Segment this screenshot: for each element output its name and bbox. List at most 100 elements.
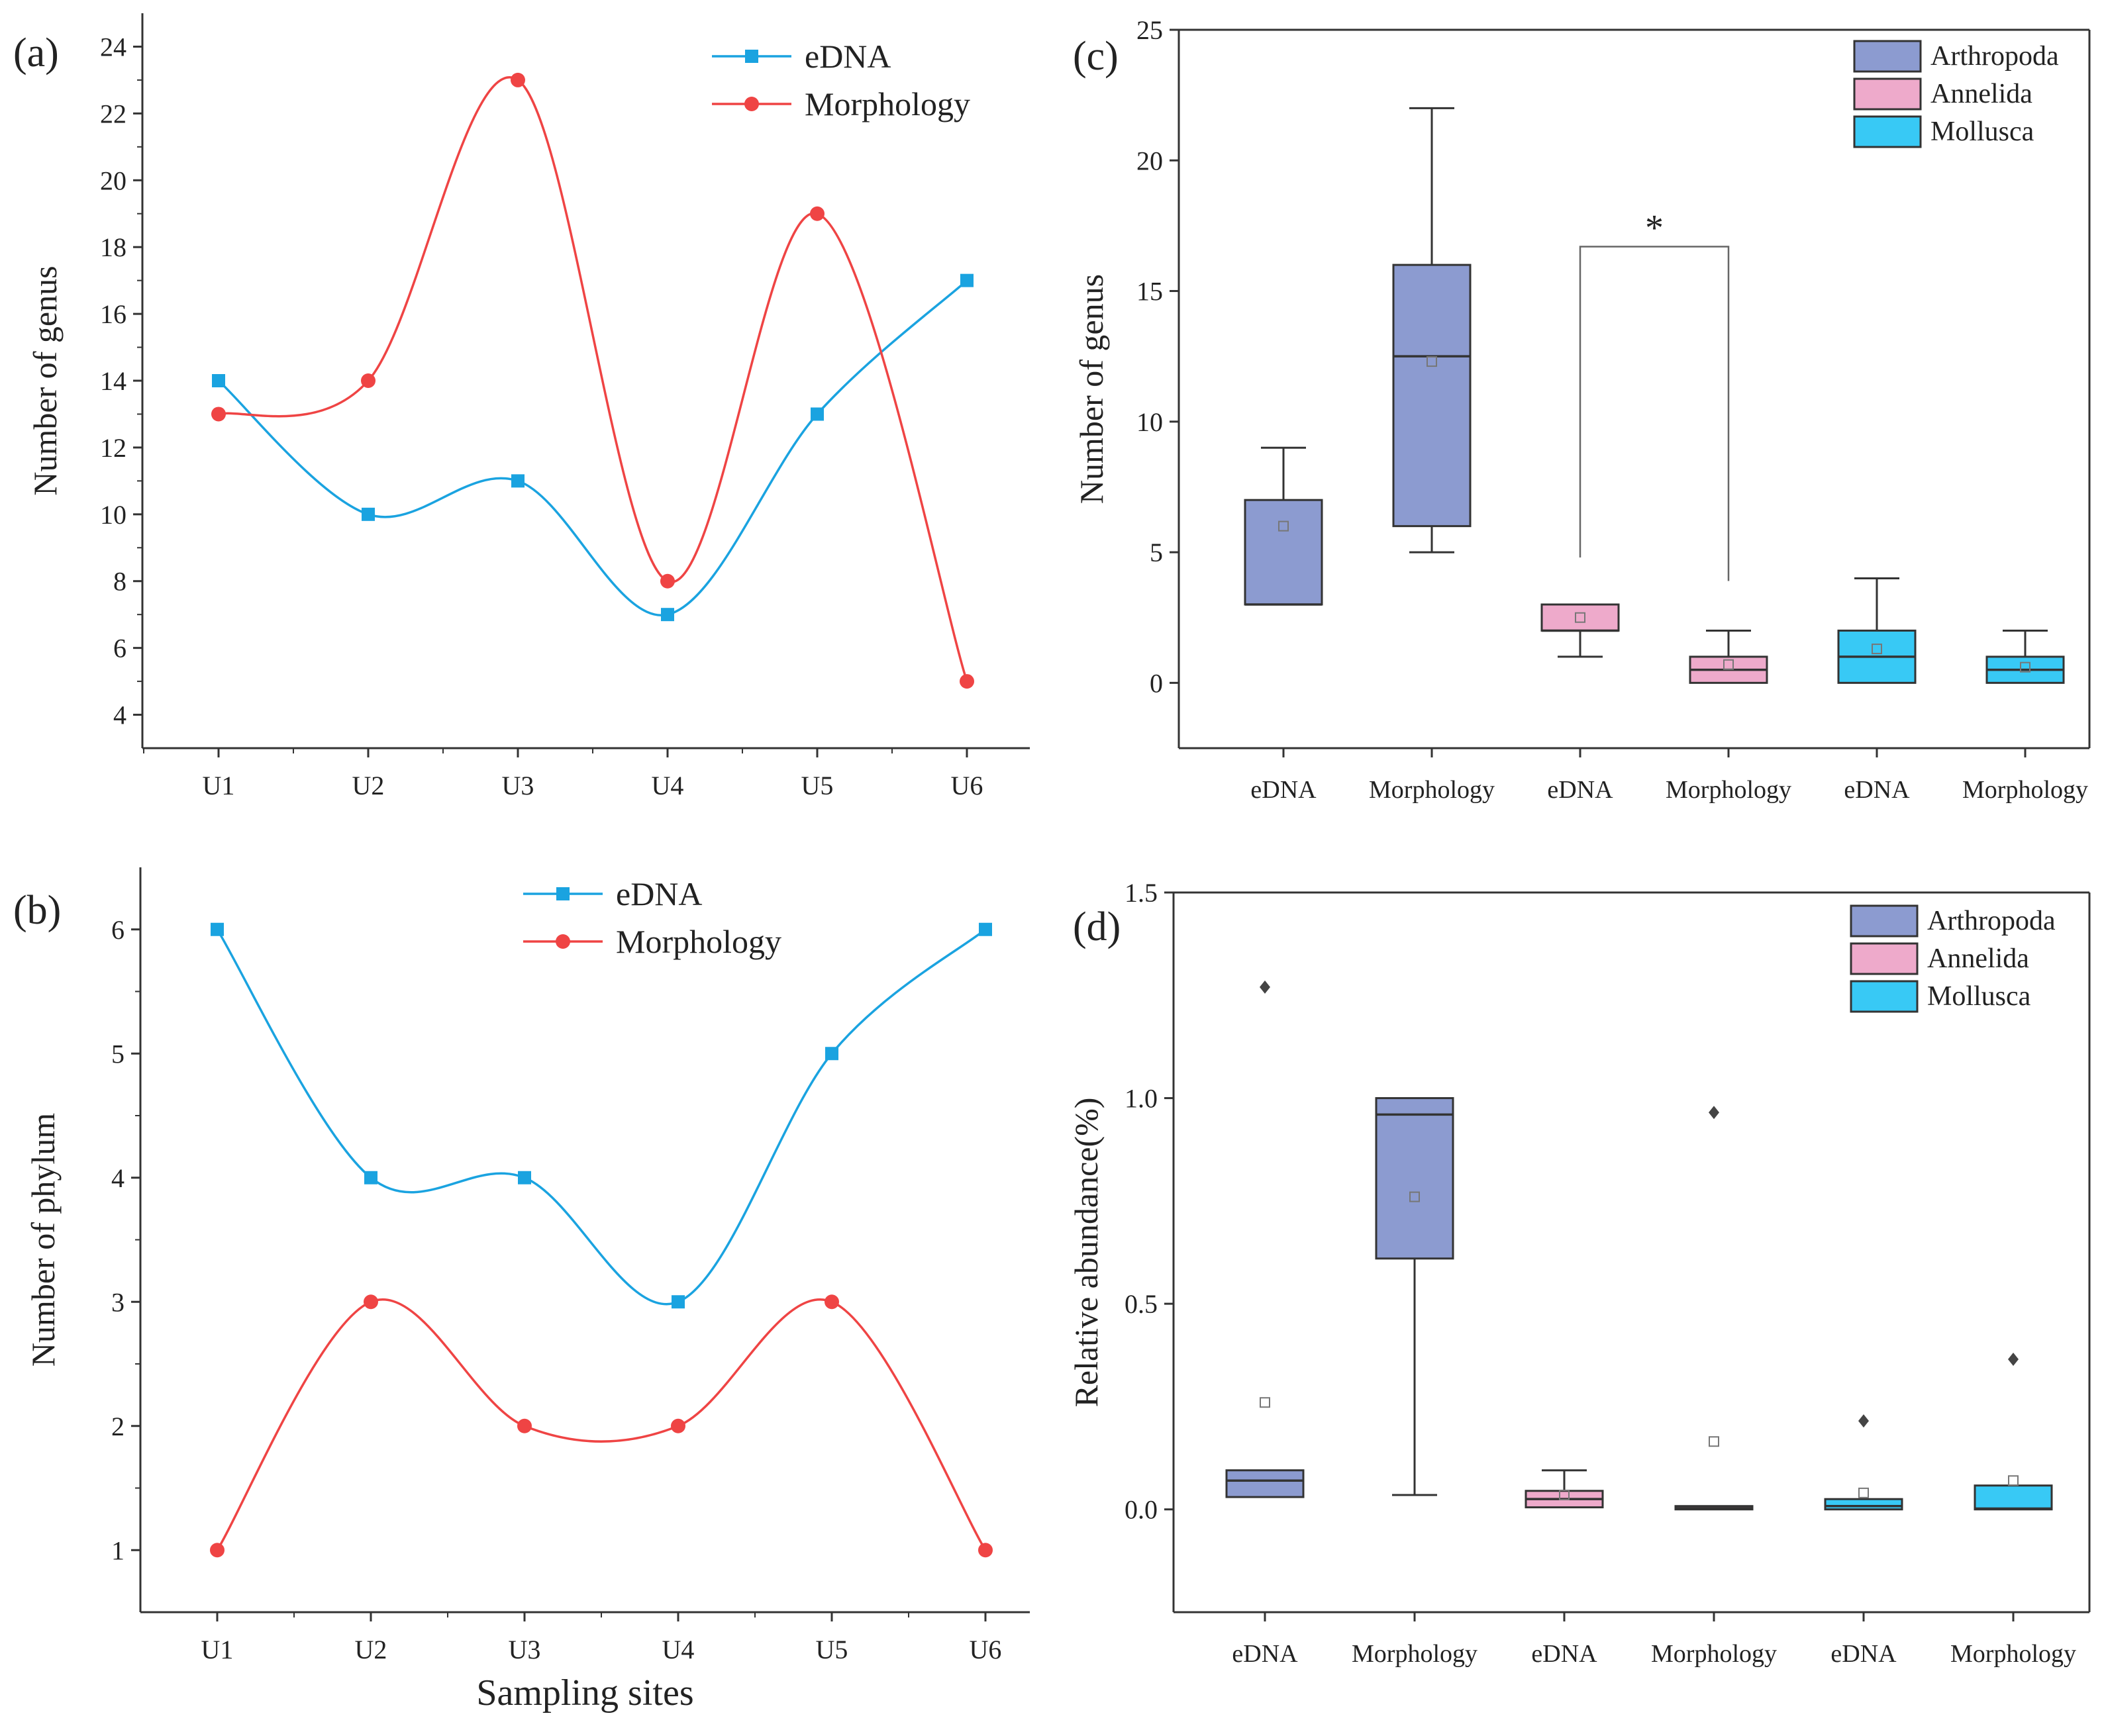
y-tick-label: 12 — [100, 433, 126, 463]
y-tick-label: 14 — [100, 366, 126, 396]
legend-label: Annelida — [1930, 79, 2032, 109]
y-tick-label: 1.5 — [1125, 878, 1158, 908]
y-tick-label: 18 — [100, 232, 126, 262]
y-axis-title: Number of genus — [1073, 274, 1110, 504]
x-tick-label: eDNA — [1250, 776, 1317, 804]
legend-swatch-annelida — [1853, 77, 1922, 111]
x-tick-label: Morphology — [1651, 1640, 1777, 1668]
x-tick-label: U5 — [816, 1635, 848, 1664]
outlier-point — [2008, 1352, 2019, 1366]
y-tick-label: 20 — [1136, 146, 1163, 175]
box-iqr — [1375, 1097, 1454, 1260]
x-tick-label: Morphology — [1352, 1640, 1478, 1668]
legend-marker-square — [745, 50, 758, 63]
data-point-circle — [364, 1294, 378, 1310]
legend-swatch-annelida — [1850, 942, 1919, 975]
outlier-point — [1709, 1106, 1719, 1120]
series-line-edna — [217, 279, 968, 616]
data-point-square — [672, 1295, 685, 1309]
data-point-square — [518, 1171, 531, 1184]
legend-swatch-arthropoda — [1853, 40, 1922, 73]
legend-label: Arthropoda — [1930, 41, 2059, 72]
panel-a-line-chart: 4 6 8 10 12 14 16 18 20 22 24 U1 U2 U3 U4 U5 U6 Number of… — [13, 13, 1030, 800]
legend-swatch-mollusca — [1850, 980, 1919, 1013]
y-tick-label: 2 — [111, 1412, 125, 1441]
legend-swatch-mollusca — [1853, 115, 1922, 148]
x-tick-label: Morphology — [1962, 776, 2088, 804]
x-axis-title: Sampling sites — [476, 1672, 693, 1713]
x-tick-label: U2 — [352, 771, 385, 800]
x-tick-label: eDNA — [1547, 776, 1613, 804]
data-point-square — [825, 1047, 838, 1061]
box-iqr — [1540, 603, 1620, 632]
data-point-circle — [978, 1543, 993, 1558]
y-tick-label: 10 — [100, 500, 126, 530]
y-tick-label: 1 — [111, 1535, 125, 1565]
data-point-circle — [210, 1543, 225, 1558]
x-tick-label: Morphology — [1369, 776, 1495, 804]
y-tick-label: 15 — [1136, 277, 1163, 307]
series-line-morphology — [216, 1298, 987, 1551]
x-tick-label: U3 — [509, 1635, 541, 1664]
legend-label: eDNA — [805, 38, 891, 75]
x-tick-label: U4 — [652, 771, 684, 800]
box-mean-marker — [2020, 661, 2030, 673]
data-point-circle — [825, 1294, 839, 1310]
data-point-square — [960, 273, 974, 287]
data-point-square — [979, 922, 992, 936]
legend-label: Annelida — [1927, 943, 2029, 974]
box-mean-marker — [2008, 1475, 2019, 1486]
box-iqr — [1824, 1498, 1903, 1511]
y-tick-label: 0 — [1150, 668, 1163, 698]
significance-label: * — [1645, 207, 1664, 248]
y-tick-label: 25 — [1136, 15, 1163, 45]
y-tick-label: 0.0 — [1125, 1495, 1158, 1525]
y-tick-label: 1.0 — [1125, 1084, 1158, 1114]
y-tick-label: 5 — [111, 1039, 125, 1069]
y-tick-label: 20 — [100, 166, 126, 195]
data-point-square — [212, 374, 225, 387]
data-point-square — [511, 474, 525, 488]
box-mean-marker — [1427, 356, 1437, 367]
x-tick-label: U6 — [951, 771, 983, 800]
x-tick-label: Morphology — [1666, 776, 1791, 804]
x-tick-label: eDNA — [1531, 1640, 1597, 1668]
legend-label: Mollusca — [1927, 981, 2031, 1012]
outlier-point — [1858, 1414, 1869, 1428]
data-point-square — [364, 1171, 377, 1184]
data-point-circle — [517, 1418, 532, 1433]
y-axis-title: Number of genus — [26, 265, 64, 495]
box-iqr — [1392, 264, 1472, 528]
y-tick-label: 0.5 — [1125, 1289, 1158, 1319]
x-tick-label: U2 — [355, 1635, 387, 1664]
x-tick-label: eDNA — [1232, 1640, 1298, 1668]
data-point-square — [362, 507, 375, 521]
panel-label: (c) — [1073, 34, 1119, 79]
data-point-square — [211, 922, 224, 936]
legend-marker-square — [556, 887, 570, 900]
legend-swatch-arthropoda — [1850, 904, 1919, 938]
x-tick-label: U4 — [662, 1635, 695, 1664]
data-point-circle — [511, 72, 525, 87]
panel-label: (d) — [1073, 904, 1121, 949]
legend-label: eDNA — [616, 875, 703, 912]
data-point-square — [661, 608, 674, 622]
y-tick-label: 6 — [111, 915, 125, 945]
box-mean-marker — [1260, 1397, 1270, 1408]
legend-label: Morphology — [805, 85, 970, 122]
box-iqr — [1244, 499, 1323, 606]
y-axis-title: Number of phylum — [25, 1113, 62, 1367]
y-axis-title: Relative abundance(%) — [1068, 1098, 1105, 1408]
data-point-circle — [960, 674, 974, 689]
box-mean-marker — [1709, 1436, 1719, 1447]
y-tick-label: 8 — [113, 567, 126, 597]
y-tick-label: 4 — [113, 700, 126, 730]
y-tick-label: 16 — [100, 299, 126, 329]
x-tick-label: U5 — [801, 771, 834, 800]
box-iqr — [1225, 1469, 1305, 1498]
y-tick-label: 3 — [111, 1287, 125, 1317]
legend-label: Mollusca — [1930, 117, 2034, 147]
x-tick-label: U1 — [203, 771, 235, 800]
x-tick-label: Morphology — [1950, 1640, 2076, 1668]
